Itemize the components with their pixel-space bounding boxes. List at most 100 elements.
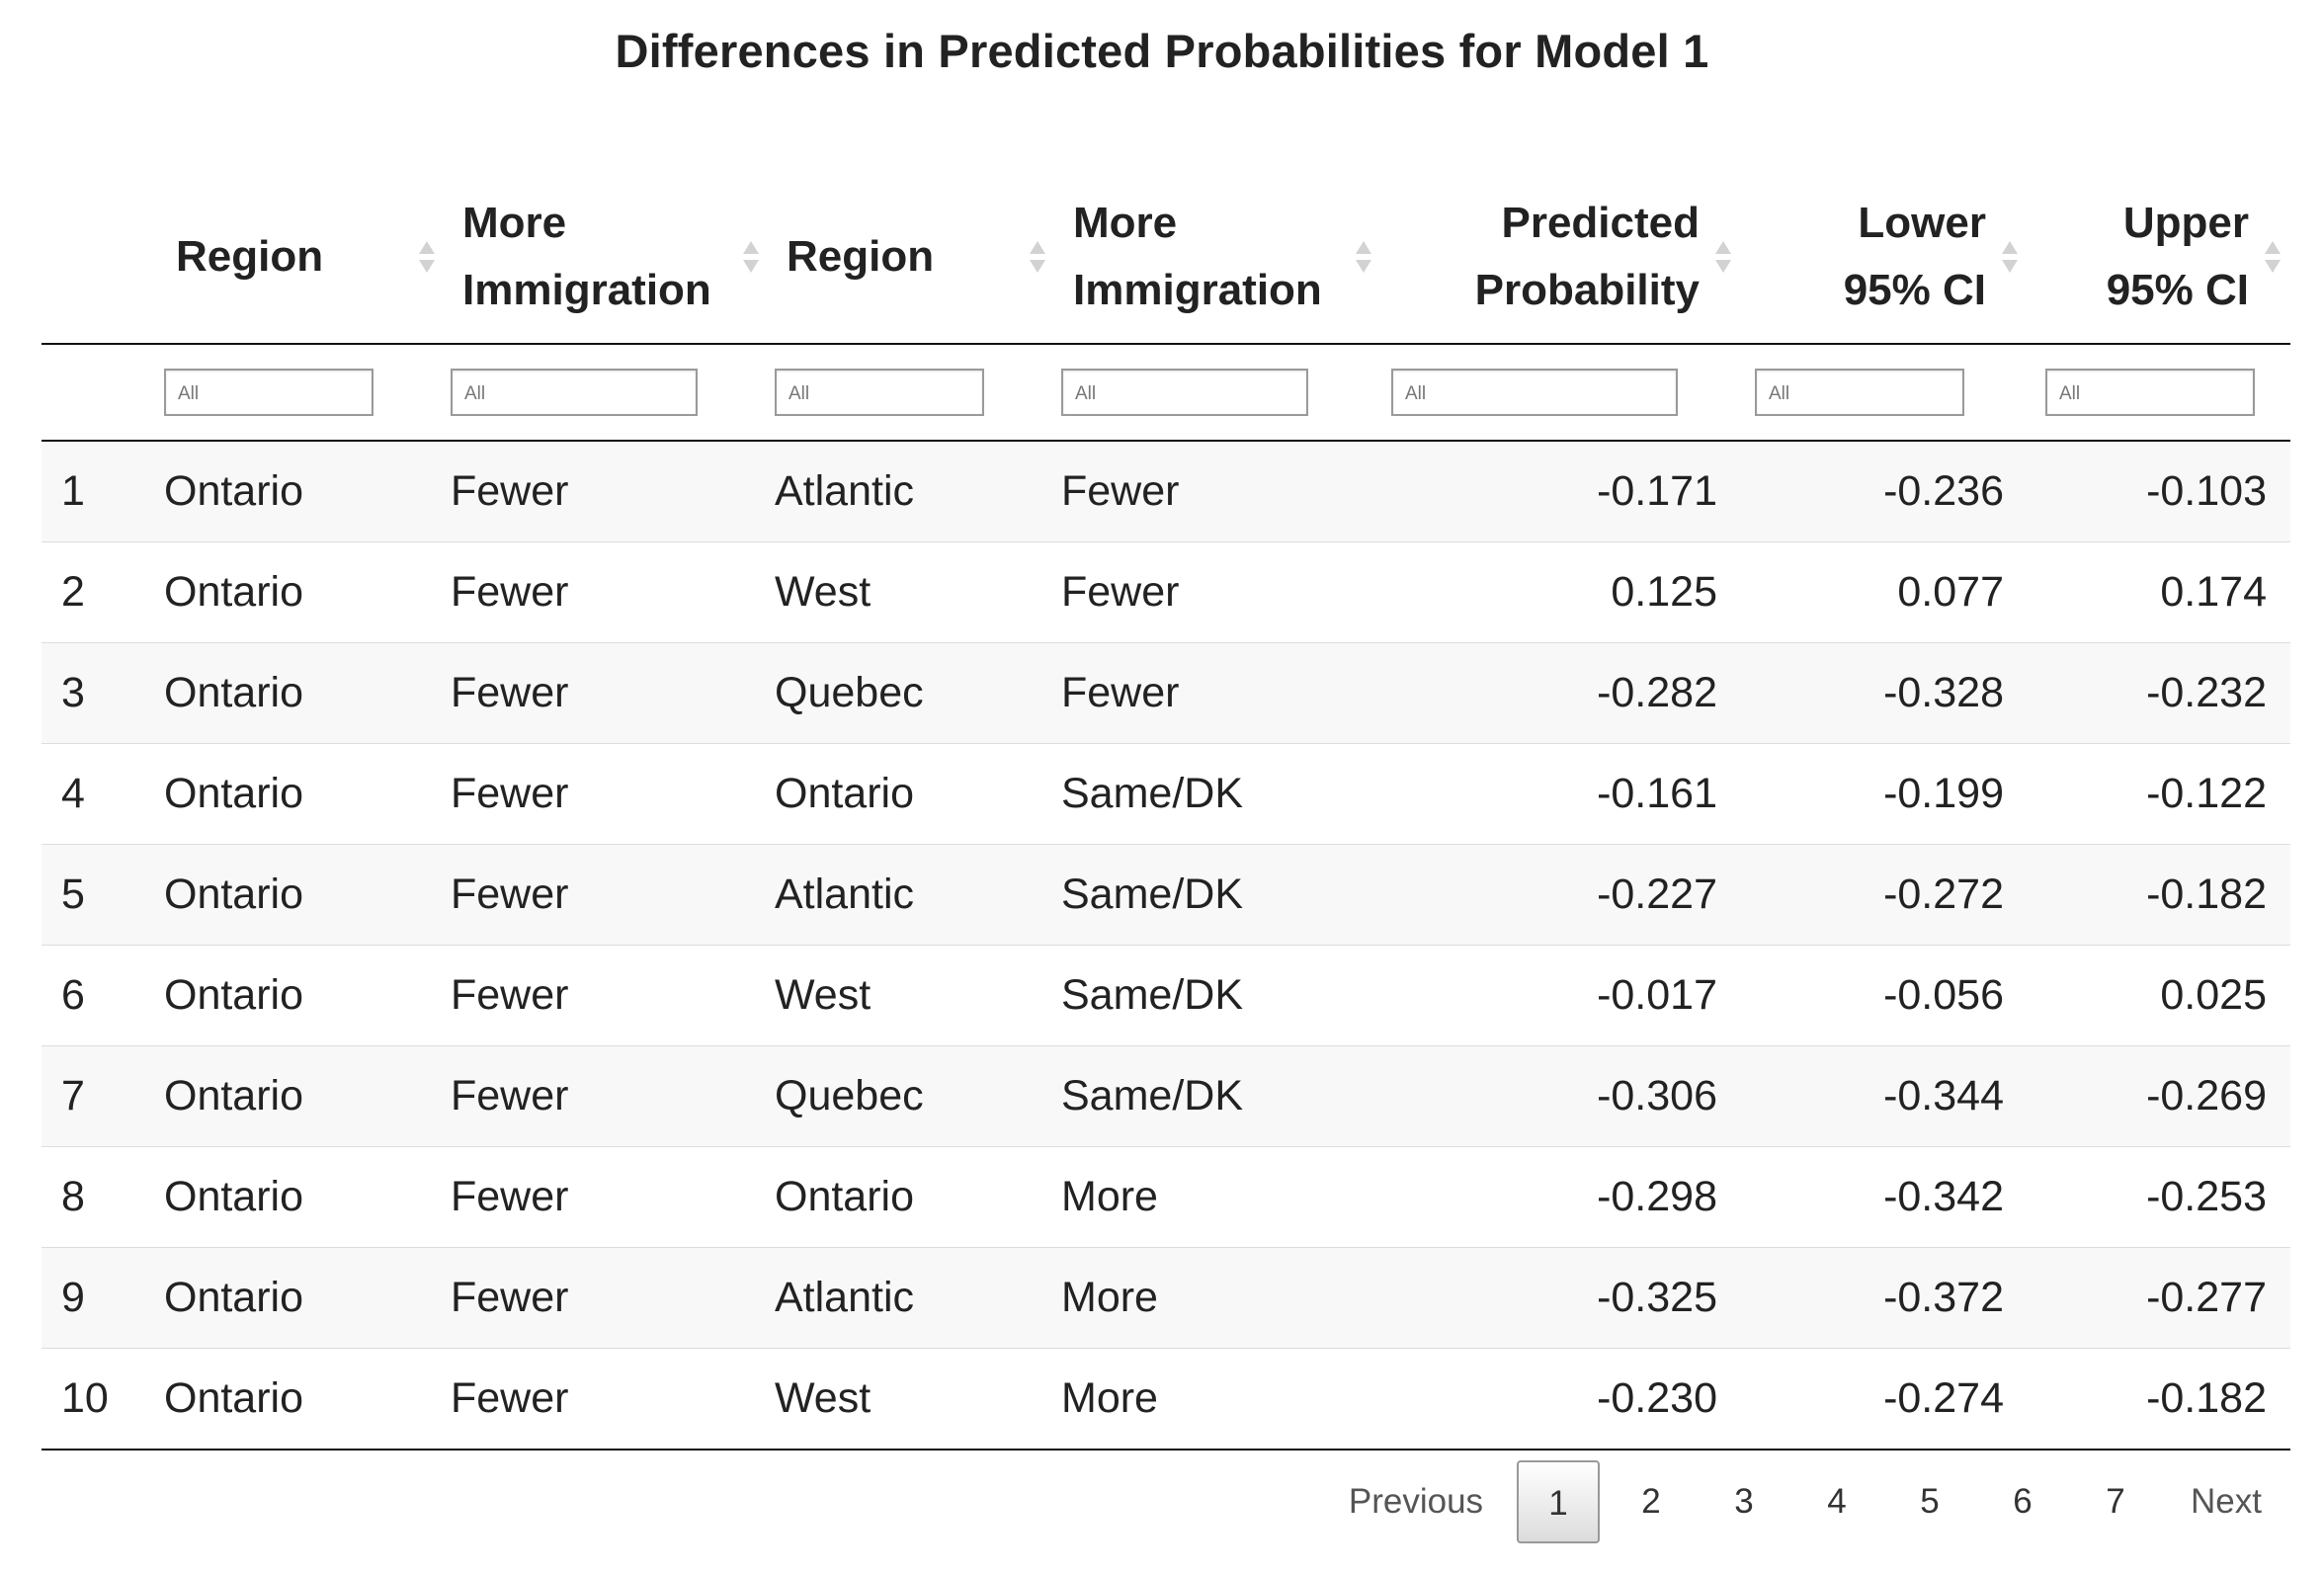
header-label-line-1: Region [176, 231, 324, 281]
filter-input-lower-ci[interactable]: All [1755, 369, 1964, 416]
cell-row-index: 6 [42, 945, 154, 1046]
sort-icon [1356, 239, 1371, 275]
cell-region-1: Ontario [154, 1247, 441, 1349]
header-label-line-1: Region [787, 231, 935, 281]
filter-row: All All All All All All All [42, 344, 2290, 442]
table-row[interactable]: 1 Ontario Fewer Atlantic Fewer -0.171 -0.236 -0… [42, 441, 2290, 542]
header-label-line-2: Probability [1474, 265, 1700, 314]
cell-row-index: 3 [42, 642, 154, 744]
table-row[interactable]: 5 Ontario Fewer Atlantic Same/DK -0.227 -0.272… [42, 844, 2290, 946]
sort-icon [1030, 239, 1045, 275]
table-row[interactable]: 2 Ontario Fewer West Fewer 0.125 0.077 0.174 [42, 541, 2290, 643]
cell-more-immigration-2: Same/DK [1051, 743, 1377, 845]
cell-upper-ci: -0.277 [2028, 1247, 2290, 1349]
cell-lower-ci: -0.372 [1741, 1247, 2028, 1349]
cell-upper-ci: -0.122 [2028, 743, 2290, 845]
cell-lower-ci: -0.342 [1741, 1146, 2028, 1248]
table-row[interactable]: 6 Ontario Fewer West Same/DK -0.017 -0.056 0.02… [42, 945, 2290, 1046]
filter-input-predicted-probability[interactable]: All [1391, 369, 1678, 416]
filter-cell: All [1741, 344, 2028, 442]
cell-row-index: 7 [42, 1045, 154, 1147]
column-header-upper-ci[interactable]: Upper 95% CI [2028, 170, 2290, 345]
cell-lower-ci: -0.056 [1741, 945, 2028, 1046]
cell-upper-ci: -0.253 [2028, 1146, 2290, 1248]
cell-row-index: 9 [42, 1247, 154, 1349]
header-label-line-1: Lower [1858, 198, 1986, 247]
cell-more-immigration-1: Fewer [441, 642, 765, 744]
header-label-line-1: Predicted [1501, 198, 1700, 247]
previous-page-button[interactable]: Previous [1348, 1482, 1484, 1521]
cell-upper-ci: 0.174 [2028, 541, 2290, 643]
cell-row-index: 1 [42, 441, 154, 542]
page-button[interactable]: 7 [2106, 1482, 2125, 1521]
table-row[interactable]: 9 Ontario Fewer Atlantic More -0.325 -0.372 -0.… [42, 1247, 2290, 1349]
cell-region-2: Ontario [765, 743, 1051, 845]
cell-region-1: Ontario [154, 541, 441, 643]
cell-upper-ci: -0.232 [2028, 642, 2290, 744]
filter-input-region-1[interactable]: All [164, 369, 374, 416]
column-header-more-immigration-2[interactable]: More Immigration [1051, 170, 1377, 345]
sort-icon [743, 239, 759, 275]
cell-more-immigration-1: Fewer [441, 1348, 765, 1451]
cell-region-1: Ontario [154, 1045, 441, 1147]
cell-more-immigration-1: Fewer [441, 743, 765, 845]
header-label-line-1: More [1073, 198, 1178, 247]
cell-predicted-probability: -0.230 [1377, 1348, 1741, 1451]
header-label-line-1: More [462, 198, 567, 247]
filter-cell: All [1051, 344, 1377, 442]
cell-lower-ci: -0.272 [1741, 844, 2028, 946]
cell-upper-ci: -0.182 [2028, 844, 2290, 946]
filter-cell-index [42, 344, 154, 442]
table-row[interactable]: 4 Ontario Fewer Ontario Same/DK -0.161 -0.199-… [42, 743, 2290, 845]
filter-input-region-2[interactable]: All [775, 369, 984, 416]
cell-upper-ci: -0.182 [2028, 1348, 2290, 1451]
cell-more-immigration-2: More [1051, 1146, 1377, 1248]
cell-more-immigration-1: Fewer [441, 1146, 765, 1248]
cell-region-1: Ontario [154, 743, 441, 845]
table-row[interactable]: 7 Ontario Fewer Quebec Same/DK -0.306 -0.344 -0… [42, 1045, 2290, 1147]
cell-upper-ci: 0.025 [2028, 945, 2290, 1046]
cell-predicted-probability: -0.161 [1377, 743, 1741, 845]
page-button-current[interactable]: 1 [1517, 1460, 1601, 1543]
filter-input-more-immigration-2[interactable]: All [1061, 369, 1308, 416]
page-button[interactable]: 6 [2013, 1482, 2033, 1521]
column-header-region-2[interactable]: Region [765, 170, 1051, 345]
sort-icon [2265, 239, 2281, 275]
cell-more-immigration-2: More [1051, 1348, 1377, 1451]
column-header-lower-ci[interactable]: Lower 95% CI [1741, 170, 2028, 345]
cell-region-1: Ontario [154, 1146, 441, 1248]
table-body: 1 Ontario Fewer Atlantic Fewer -0.171 -0.236 -0… [42, 441, 2290, 1451]
cell-row-index: 10 [42, 1348, 154, 1451]
cell-more-immigration-1: Fewer [441, 541, 765, 643]
cell-lower-ci: -0.328 [1741, 642, 2028, 744]
table-row[interactable]: 10 Ontario Fewer West More -0.230 -0.274 -0.182 [42, 1348, 2290, 1451]
page-button[interactable]: 5 [1920, 1482, 1940, 1521]
filter-input-more-immigration-1[interactable]: All [451, 369, 698, 416]
cell-region-2: Atlantic [765, 844, 1051, 946]
column-header-region-1[interactable]: Region [154, 170, 441, 345]
page-button[interactable]: 2 [1641, 1482, 1661, 1521]
cell-predicted-probability: -0.017 [1377, 945, 1741, 1046]
cell-lower-ci: 0.077 [1741, 541, 2028, 643]
cell-predicted-probability: -0.325 [1377, 1247, 1741, 1349]
results-table: Region More Immigration Region More Immi… [42, 170, 2290, 1451]
filter-cell: All [1377, 344, 1741, 442]
table-row[interactable]: 8 Ontario Fewer Ontario More -0.298 -0.342 -0.2… [42, 1146, 2290, 1248]
filter-cell: All [154, 344, 441, 442]
table-row[interactable]: 3 Ontario Fewer Quebec Fewer -0.282 -0.328 -0.2… [42, 642, 2290, 744]
page-button[interactable]: 3 [1734, 1482, 1754, 1521]
cell-region-2: Ontario [765, 1146, 1051, 1248]
filter-input-upper-ci[interactable]: All [2045, 369, 2255, 416]
cell-upper-ci: -0.103 [2028, 441, 2290, 542]
cell-row-index: 2 [42, 541, 154, 643]
column-header-predicted-probability[interactable]: Predicted Probability [1377, 170, 1741, 345]
next-page-button[interactable]: Next [2191, 1482, 2262, 1521]
cell-more-immigration-2: Fewer [1051, 642, 1377, 744]
cell-predicted-probability: -0.171 [1377, 441, 1741, 542]
cell-lower-ci: -0.236 [1741, 441, 2028, 542]
cell-more-immigration-2: Fewer [1051, 441, 1377, 542]
cell-lower-ci: -0.199 [1741, 743, 2028, 845]
cell-more-immigration-1: Fewer [441, 945, 765, 1046]
page-button[interactable]: 4 [1827, 1482, 1847, 1521]
column-header-more-immigration-1[interactable]: More Immigration [441, 170, 765, 345]
